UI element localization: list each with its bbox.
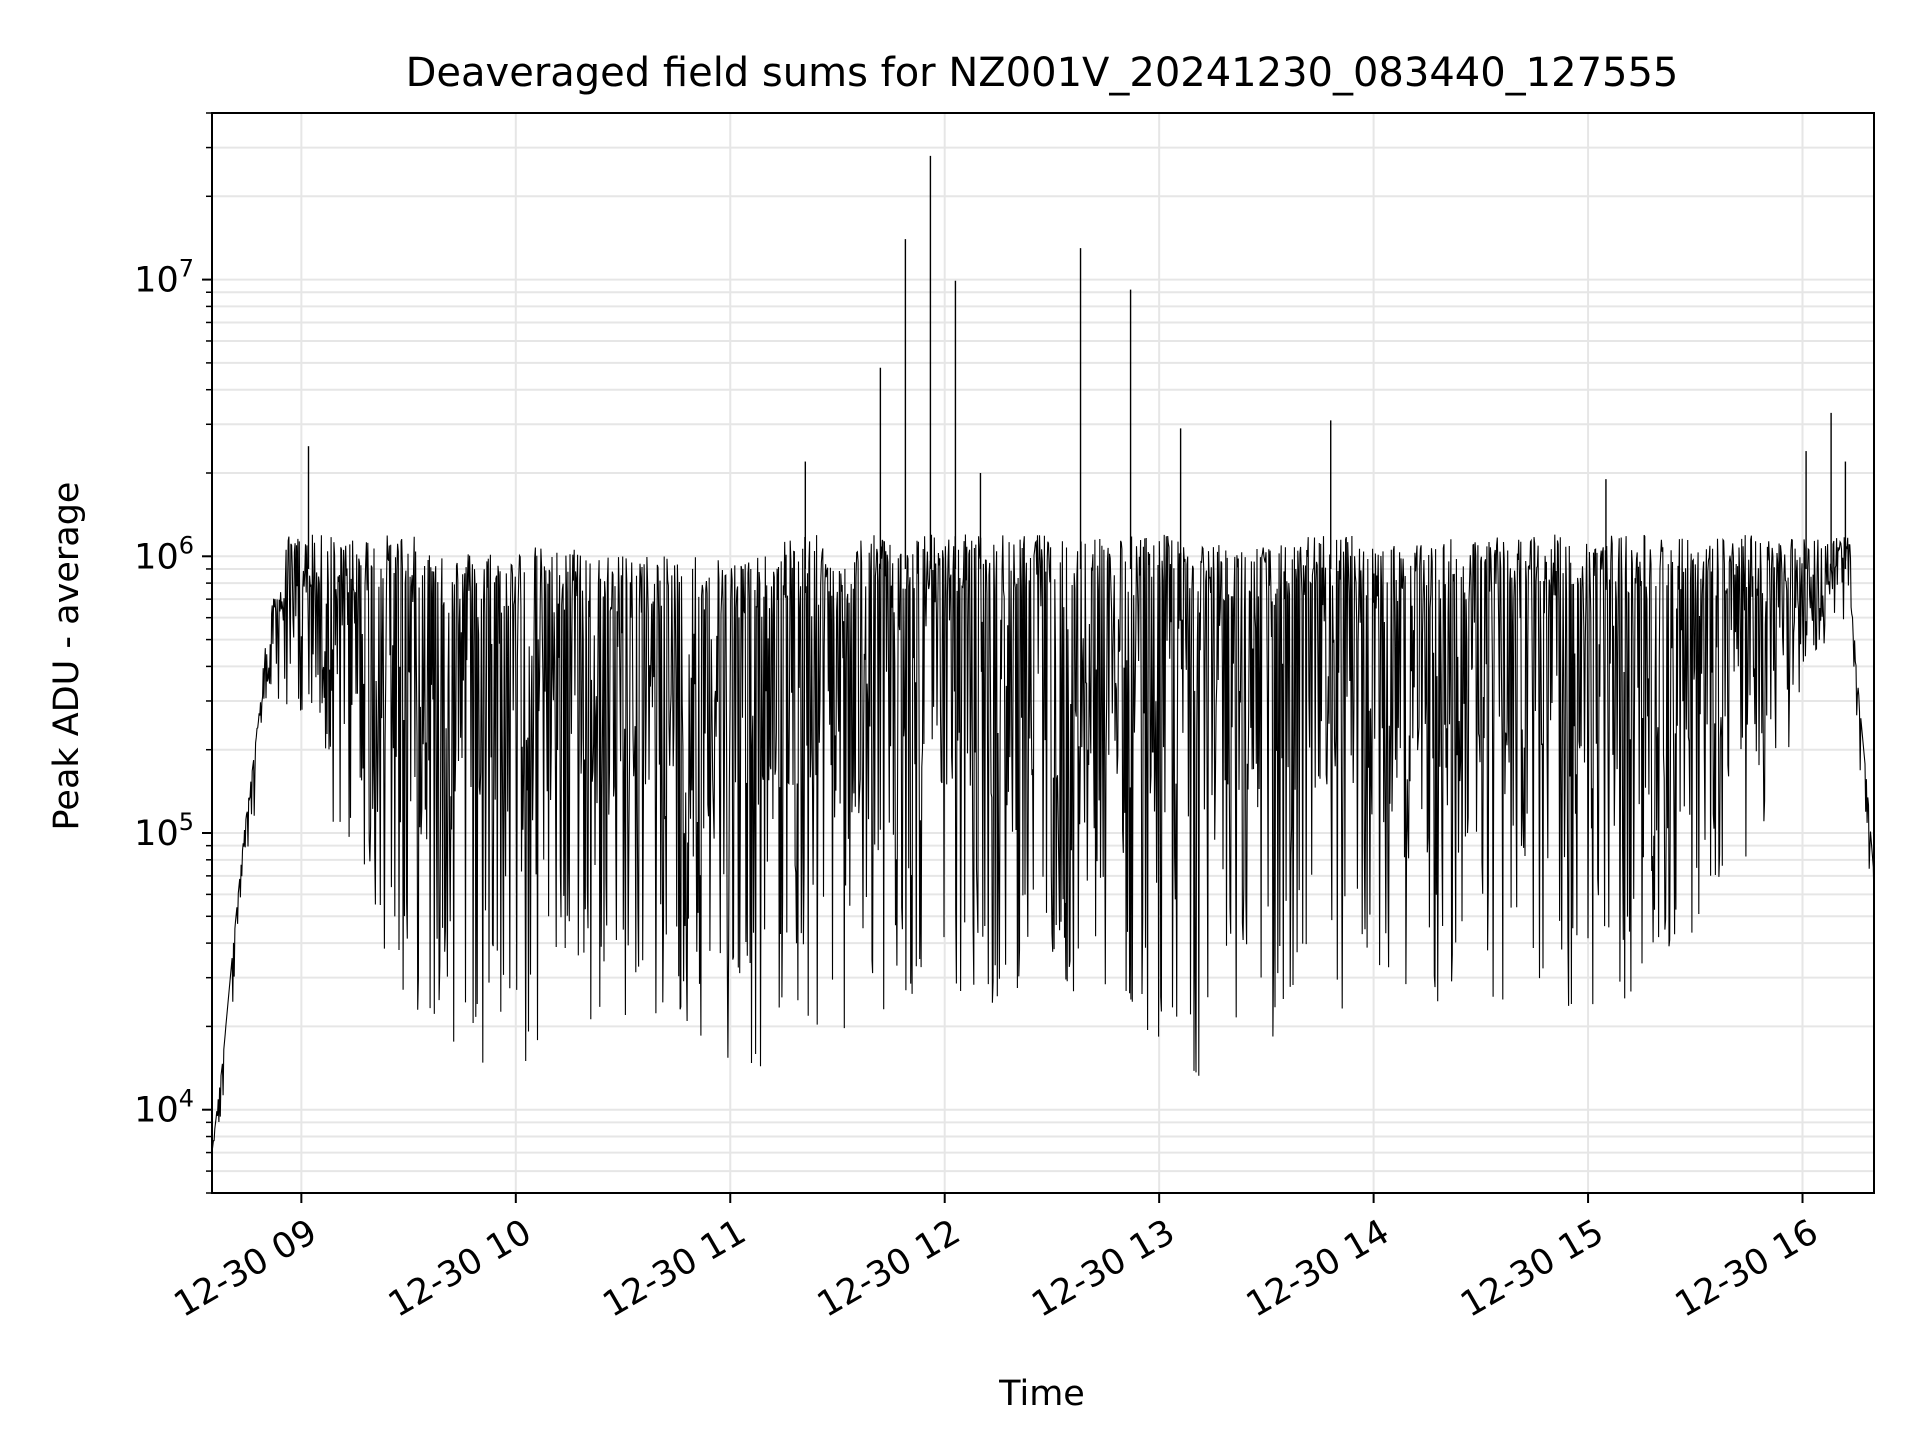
y-tick-label: 107 xyxy=(134,255,194,301)
x-axis-label: Time xyxy=(998,1374,1085,1414)
chart-title: Deaveraged field sums for NZ001V_2024123… xyxy=(406,50,1679,96)
axes-frame xyxy=(211,112,1875,1194)
series-line xyxy=(211,534,1875,1153)
y-axis-label: Peak ADU - average xyxy=(47,482,87,831)
y-tick-label: 106 xyxy=(134,531,194,577)
y-tick-label: 105 xyxy=(134,808,194,854)
y-tick-label: 104 xyxy=(134,1085,194,1131)
plot-area xyxy=(211,155,1875,1153)
